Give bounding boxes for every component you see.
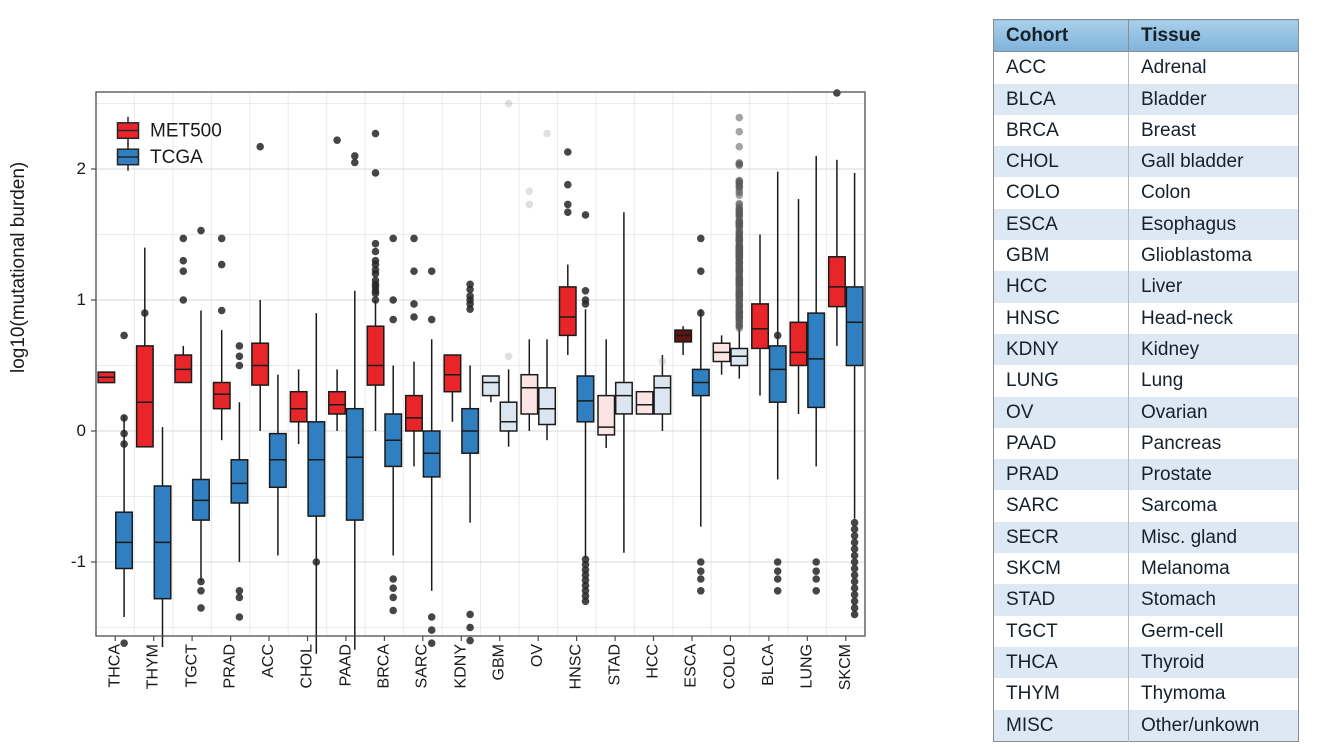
svg-text:1: 1 — [77, 290, 86, 309]
svg-text:0: 0 — [77, 421, 86, 440]
svg-text:MET500: MET500 — [150, 121, 222, 142]
svg-text:TCGA: TCGA — [150, 147, 203, 168]
svg-text:2: 2 — [77, 159, 86, 178]
svg-text:-1: -1 — [71, 552, 86, 571]
